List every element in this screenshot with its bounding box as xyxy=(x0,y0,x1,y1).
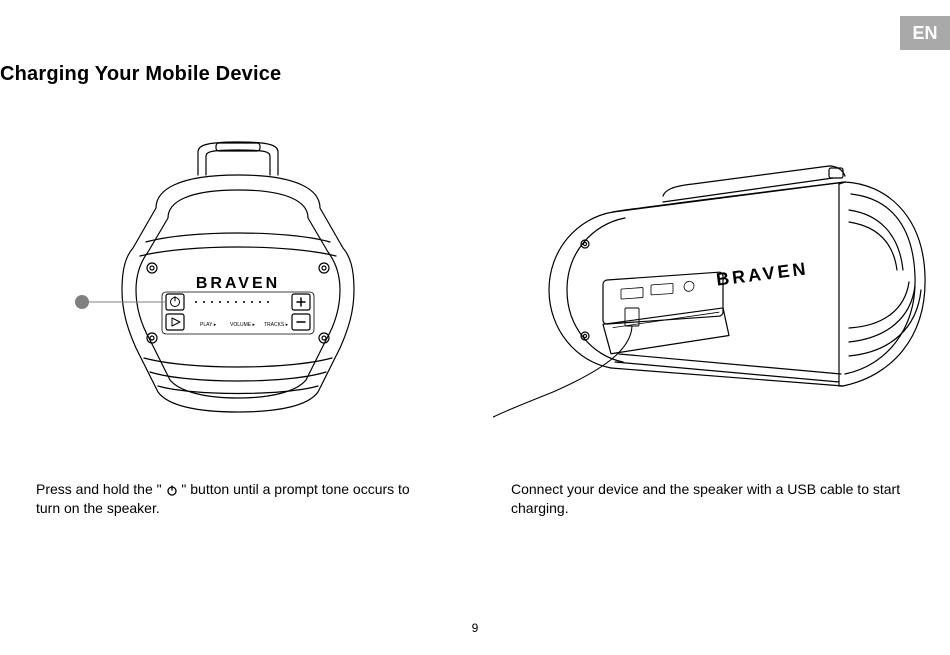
brand-text-side: BRAVEN xyxy=(715,258,809,289)
play-button xyxy=(166,314,184,330)
power-icon xyxy=(166,484,178,496)
panel-label-volume: VOLUME ▸ xyxy=(230,322,256,328)
caption-right: Connect your device and the speaker with… xyxy=(475,480,950,518)
brand-text: BRAVEN xyxy=(195,275,279,292)
figures-row: BRAVEN xyxy=(0,140,950,440)
speaker-angled-illustration: BRAVEN xyxy=(493,140,933,440)
caption-left: Press and hold the " " button until a pr… xyxy=(0,480,475,518)
port-flap xyxy=(603,272,729,354)
usb-cable xyxy=(493,308,639,420)
power-button xyxy=(166,294,184,310)
page-number: 9 xyxy=(0,621,950,635)
panel-label-play: PLAY ▸ xyxy=(200,322,217,328)
figure-left: BRAVEN xyxy=(0,140,475,440)
callout-dot-icon xyxy=(75,295,89,309)
page-title: Charging Your Mobile Device xyxy=(0,63,281,86)
caption-left-text-1: Press and hold the " xyxy=(36,481,166,497)
panel-label-tracks: TRACKS ▸ xyxy=(264,322,289,328)
speaker-front-illustration: BRAVEN xyxy=(48,140,428,440)
captions-row: Press and hold the " " button until a pr… xyxy=(0,480,950,518)
language-tab: EN xyxy=(900,16,950,50)
minus-button xyxy=(292,314,310,330)
figure-right: BRAVEN xyxy=(475,140,950,440)
plus-button xyxy=(292,294,310,310)
callout-power xyxy=(75,295,166,309)
